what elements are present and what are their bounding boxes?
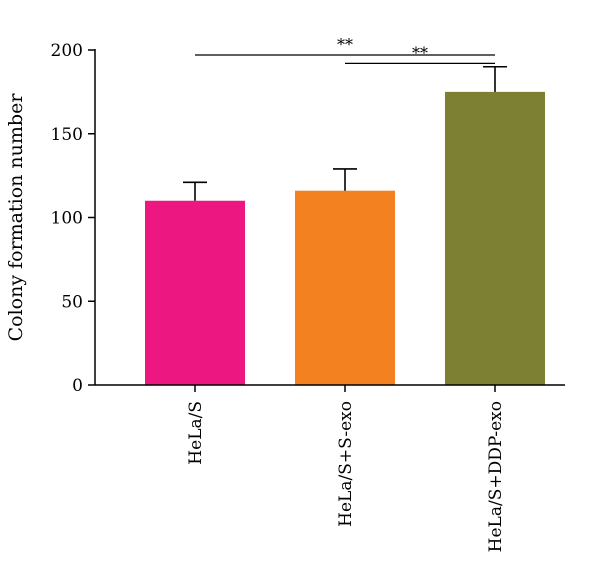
y-ticks: 0 50 100 150 200 [51,41,95,396]
significance-label: ** [337,35,353,54]
bars [145,91,545,385]
x-category-label: HeLa/S+S-exo [336,401,356,527]
y-tick-label: 150 [51,125,83,145]
y-tick-label: 200 [51,41,83,61]
y-axis-label: Colony formation number [5,93,27,342]
y-tick-label: 50 [61,292,83,312]
bar [145,200,245,385]
y-tick-label: 0 [72,376,83,396]
bar [445,91,545,385]
x-category-labels: HeLa/S HeLa/S+S-exo HeLa/S+DDP-exo [186,385,506,552]
y-tick-label: 100 [51,209,83,229]
x-category-label: HeLa/S+DDP-exo [486,401,506,552]
bar [295,190,395,385]
error-bars [183,65,507,201]
significance-annotations: ** ** [195,35,495,65]
significance-label: ** [412,43,428,62]
x-category-label: HeLa/S [186,401,206,465]
